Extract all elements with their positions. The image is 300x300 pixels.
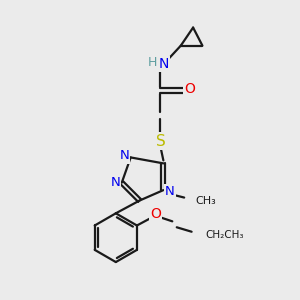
Text: O: O	[151, 207, 161, 221]
Text: CH₃: CH₃	[196, 196, 216, 206]
Text: N: N	[158, 57, 169, 71]
Text: S: S	[155, 134, 165, 148]
Text: O: O	[184, 82, 195, 96]
Text: N: N	[165, 185, 175, 198]
Text: N: N	[119, 149, 129, 162]
Text: CH₂CH₃: CH₂CH₃	[205, 230, 244, 240]
Text: H: H	[147, 56, 157, 69]
Text: N: N	[110, 176, 120, 189]
